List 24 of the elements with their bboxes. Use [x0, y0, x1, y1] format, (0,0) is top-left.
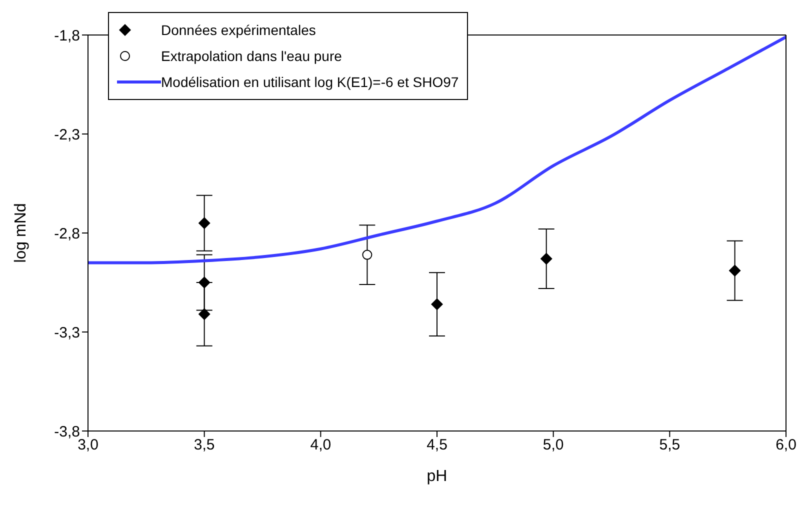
legend-label: Extrapolation dans l'eau pure: [161, 48, 342, 64]
x-tick-label: 6,0: [776, 436, 796, 454]
legend-label: Modélisation en utilisant log K(E1)=-6 et SHO97: [161, 74, 459, 90]
point: [728, 264, 741, 277]
y-tick-label: -3,8: [54, 423, 80, 440]
point: [198, 276, 210, 288]
point: [540, 252, 552, 265]
point: [431, 298, 443, 310]
x-tick-label: 3,5: [194, 436, 215, 454]
y-axis-title: log mNd: [12, 203, 30, 263]
x-tick-label: 5,5: [659, 436, 680, 454]
point: [362, 250, 372, 260]
x-axis-title: pH: [426, 468, 448, 485]
point: [198, 308, 210, 320]
point: [198, 217, 210, 230]
y-tick-label: -2,3: [54, 126, 80, 144]
x-tick-label: 5,0: [542, 436, 564, 454]
y-tick-label: -3,3: [54, 324, 80, 342]
y-tick-label: -2,8: [54, 225, 80, 242]
x-tick-label: 4,0: [310, 436, 332, 454]
x-tick-label: 3,0: [78, 436, 98, 454]
x-tick-label: 4,5: [426, 436, 448, 454]
y-tick-label: -1,8: [54, 27, 80, 44]
legend-label: Données expérimentales: [161, 22, 316, 38]
